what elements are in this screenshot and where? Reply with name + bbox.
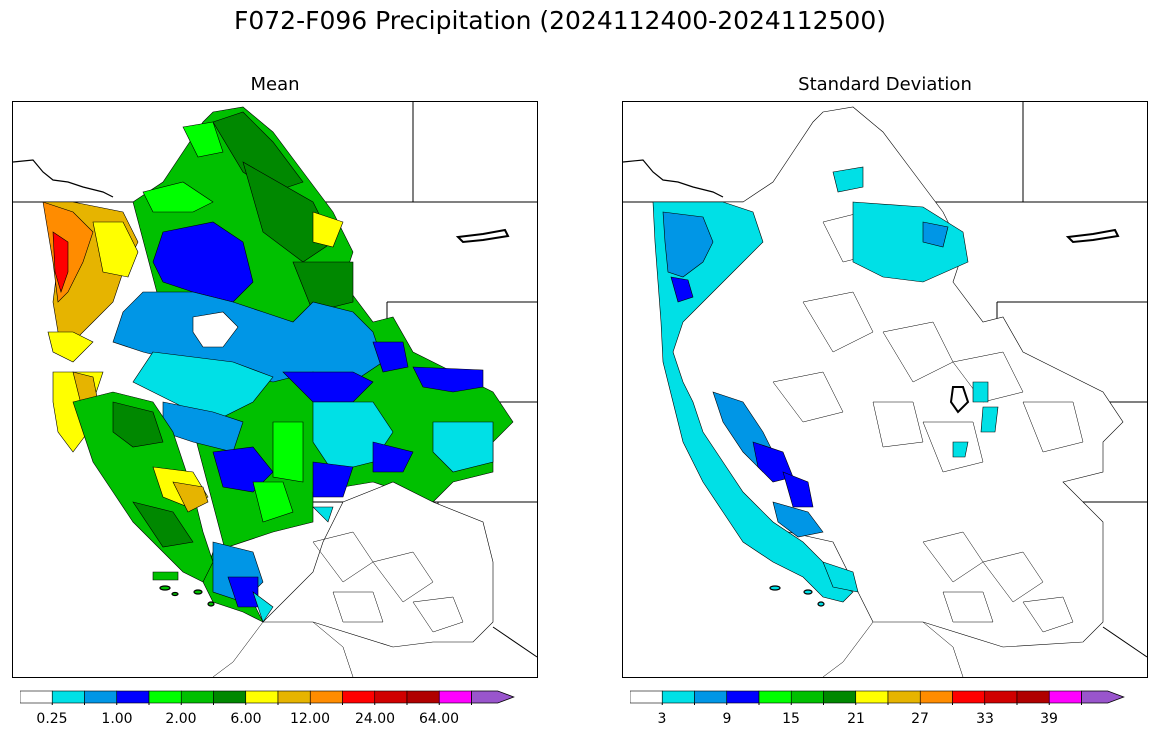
colorbar-swatch — [116, 690, 150, 704]
mean-colorbar-label: 24.00 — [354, 711, 396, 727]
colorbar-swatch — [148, 690, 182, 704]
colorbar-swatch — [245, 690, 279, 704]
colorbar-swatch — [438, 690, 472, 704]
colorbar-swatch — [790, 690, 824, 704]
colorbar-swatch — [919, 690, 953, 704]
colorbar-swatch — [694, 690, 728, 704]
colorbar-swatch — [406, 690, 440, 704]
colorbar-swatch — [471, 690, 515, 704]
mean-colorbar-label: 64.00 — [418, 711, 460, 727]
colorbar-swatch — [952, 690, 986, 704]
colorbar-swatch — [342, 690, 376, 704]
colorbar-swatch — [19, 690, 53, 704]
mean-colorbar-label: 12.00 — [289, 711, 331, 727]
mean-colorbar: 0.25 1.00 2.00 6.00 12.00 24.00 64.00 — [19, 689, 532, 727]
stddev-colorbar-swatches — [629, 690, 1125, 705]
colorbar-swatch — [629, 690, 663, 704]
mean-colorbar-swatches — [19, 690, 515, 705]
colorbar-swatch — [277, 690, 311, 704]
stddev-colorbar-label: 39 — [1040, 711, 1058, 727]
colorbar-swatch — [213, 690, 247, 704]
stddev-panel-title: Standard Deviation — [798, 74, 972, 95]
colorbar-swatch — [180, 690, 214, 704]
colorbar-swatch — [726, 690, 760, 704]
mean-colorbar-label: 6.00 — [230, 711, 262, 727]
stddev-colorbar: 3 9 15 21 27 33 39 — [629, 689, 1142, 727]
figure-title: F072-F096 Precipitation (2024112400-2024… — [233, 6, 886, 35]
colorbar-swatch — [758, 690, 792, 704]
stddev-colorbar-label: 15 — [782, 711, 800, 727]
colorbar-swatch — [984, 690, 1018, 704]
mean-colorbar-label: 2.00 — [165, 711, 197, 727]
stddev-colorbar-label: 9 — [722, 711, 732, 727]
stddev-colorbar-label: 3 — [657, 711, 667, 727]
colorbar-swatch — [823, 690, 857, 704]
stddev-colorbar-label: 33 — [976, 711, 994, 727]
stddev-map — [622, 101, 1148, 678]
colorbar-swatch — [855, 690, 889, 704]
mean-colorbar-label: 0.25 — [36, 711, 68, 727]
colorbar-swatch — [51, 690, 85, 704]
colorbar-swatch — [309, 690, 343, 704]
colorbar-swatch — [887, 690, 921, 704]
mean-panel-title: Mean — [250, 74, 300, 95]
colorbar-swatch — [1081, 690, 1125, 704]
mean-map — [12, 101, 538, 678]
colorbar-swatch — [661, 690, 695, 704]
stddev-colorbar-label: 27 — [911, 711, 929, 727]
colorbar-swatch — [84, 690, 118, 704]
colorbar-swatch — [1016, 690, 1050, 704]
colorbar-swatch — [374, 690, 408, 704]
stddev-colorbar-label: 21 — [847, 711, 865, 727]
mean-colorbar-label: 1.00 — [101, 711, 133, 727]
colorbar-swatch — [1048, 690, 1082, 704]
